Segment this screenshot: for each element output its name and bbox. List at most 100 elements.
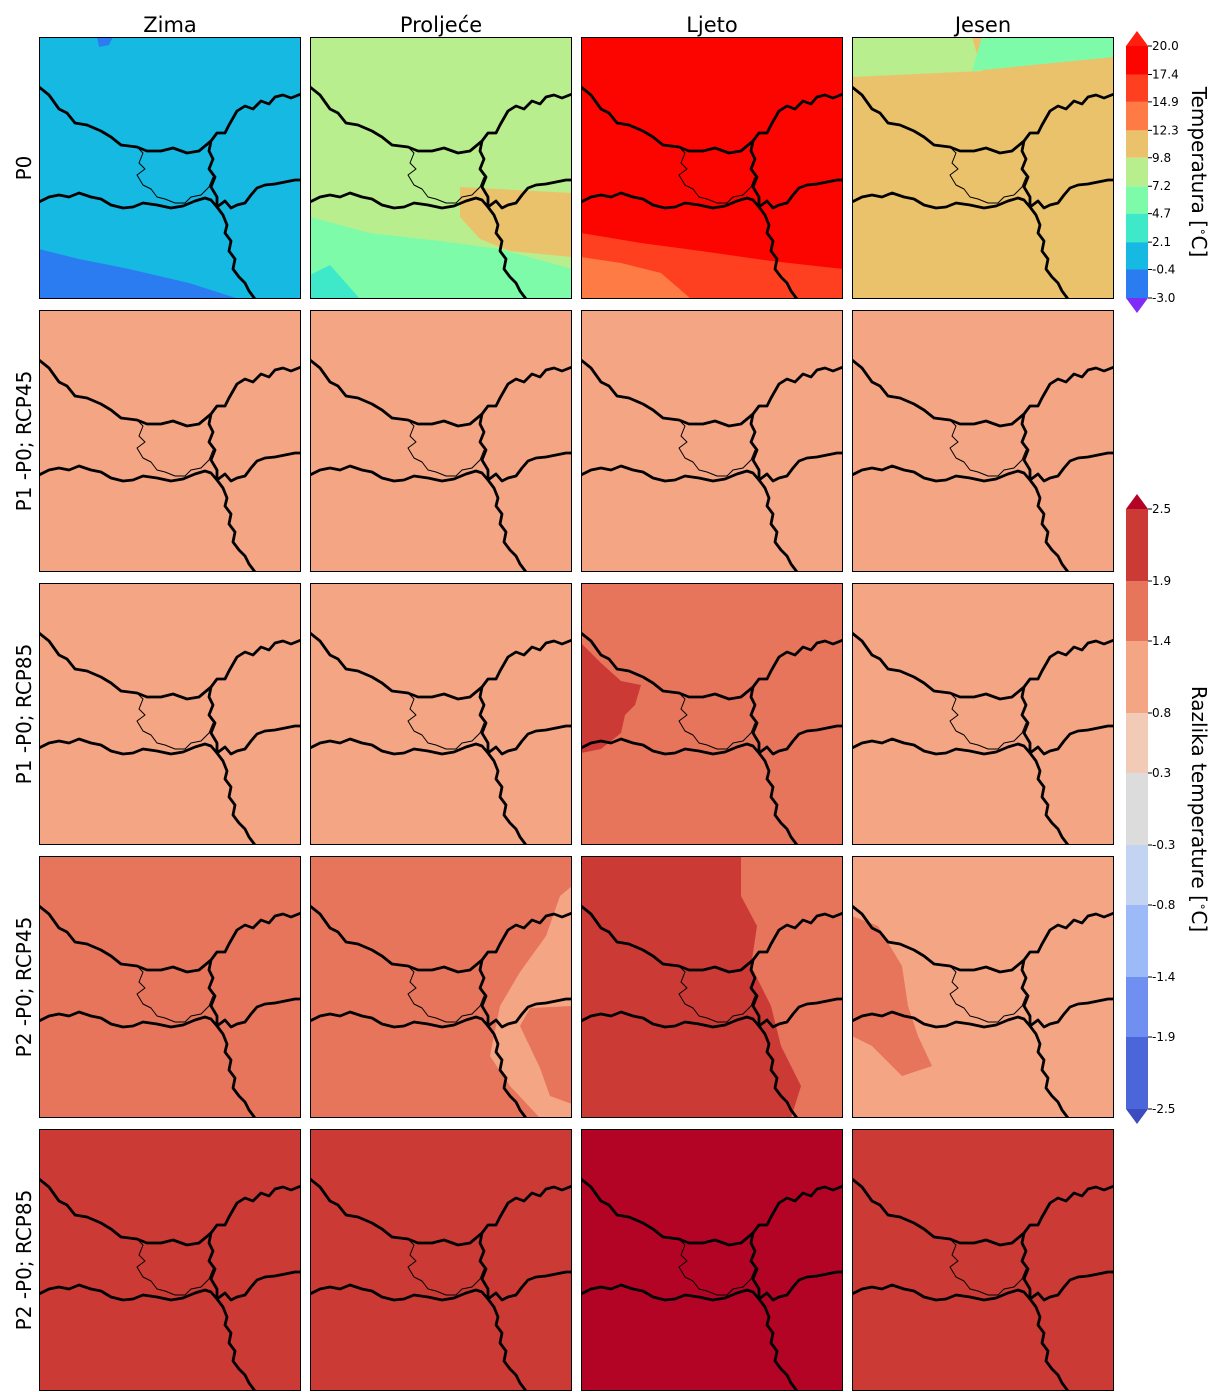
panel-frame bbox=[852, 310, 1114, 572]
colorbar-tick-label: -0.3 bbox=[1152, 838, 1175, 852]
panel-contour-patch bbox=[972, 37, 1114, 71]
colorbar-segment bbox=[1126, 845, 1148, 905]
colorbar-tick-label: 7.2 bbox=[1152, 179, 1171, 193]
panel-base-field bbox=[852, 1129, 1114, 1391]
colorbar-tick-label: -1.4 bbox=[1152, 970, 1175, 984]
panel-base-field bbox=[852, 37, 1114, 299]
colorbar-segment bbox=[1126, 101, 1148, 131]
map-panel-p1-p0-rcp85-prolje-e bbox=[310, 583, 572, 845]
colorbar-tick-label: -2.5 bbox=[1152, 1102, 1175, 1116]
colorbar-over-arrow bbox=[1126, 31, 1148, 46]
panel-frame bbox=[39, 856, 301, 1118]
panel-contour-patch bbox=[852, 37, 982, 77]
panel-base-field bbox=[852, 310, 1114, 572]
map-panel-p1-p0-rcp45-prolje-e bbox=[310, 310, 572, 572]
colorbar-segment bbox=[1126, 74, 1148, 102]
colorbar-tick-label: 1.4 bbox=[1152, 634, 1171, 648]
map-panel-p1-p0-rcp85-jesen bbox=[852, 583, 1114, 845]
colorbar-tick-label: 20.0 bbox=[1152, 39, 1179, 53]
colorbar-tick-label: -0.4 bbox=[1152, 263, 1175, 277]
panel-frame bbox=[39, 1129, 301, 1391]
panel-base-field bbox=[39, 583, 301, 845]
colorbar-segment bbox=[1126, 977, 1148, 1037]
map-panel-p2-p0-rcp85-prolje-e bbox=[310, 1129, 572, 1391]
panel-base-field bbox=[852, 583, 1114, 845]
colorbar-under-arrow bbox=[1126, 1109, 1148, 1124]
colorbar-segment bbox=[1126, 641, 1148, 713]
panel-contour-patch bbox=[741, 856, 843, 1118]
colorbar-segment bbox=[1126, 130, 1148, 158]
panel-frame bbox=[39, 37, 301, 299]
panel-frame bbox=[581, 37, 843, 299]
panel-base-field bbox=[39, 856, 301, 1118]
panel-contour-patch bbox=[97, 37, 113, 47]
map-panel-p2-p0-rcp45-jesen bbox=[852, 856, 1114, 1118]
colorbar-segment bbox=[1126, 1037, 1148, 1109]
colorbar-tick-label: 0.8 bbox=[1152, 706, 1171, 720]
colorbar-temperature: 20.0 17.4 14.9 12.3 9.8 7.2 4.7 2.1 -0.4 -3.0 Temp… bbox=[1126, 31, 1210, 313]
colorbar-segment bbox=[1126, 773, 1148, 845]
panel-base-field bbox=[39, 310, 301, 572]
colorbar-tick-label: 12.3 bbox=[1152, 123, 1179, 137]
panel-frame bbox=[852, 1129, 1114, 1391]
row-label-p0: P0 bbox=[12, 156, 36, 181]
panel-frame bbox=[581, 310, 843, 572]
colorbar-tick-label: 2.5 bbox=[1152, 502, 1171, 516]
map-panel-p2-p0-rcp45-zima bbox=[39, 856, 301, 1118]
colorbar-segment bbox=[1126, 269, 1148, 298]
colorbar-label: Razlika temperature [∘C] bbox=[1187, 686, 1210, 932]
map-panel-p2-p0-rcp85-jesen bbox=[852, 1129, 1114, 1391]
map-panel-p0-zima bbox=[39, 37, 301, 299]
panel-frame bbox=[852, 856, 1114, 1118]
panel-frame bbox=[310, 1129, 572, 1391]
panel-base-field bbox=[581, 310, 843, 572]
panel-base-field bbox=[39, 1129, 301, 1391]
panel-contour-patch bbox=[852, 916, 932, 1076]
panel-base-field bbox=[581, 1129, 843, 1391]
column-title-jesen: Jesen bbox=[953, 13, 1011, 37]
map-panel-p2-p0-rcp45-prolje-e bbox=[310, 856, 572, 1118]
colorbar-tick-label: 17.4 bbox=[1152, 67, 1179, 81]
panel-base-field bbox=[310, 1129, 572, 1391]
panel-contour-patch bbox=[490, 886, 572, 1118]
panel-frame bbox=[310, 856, 572, 1118]
map-panel-p1-p0-rcp85-zima bbox=[39, 583, 301, 845]
panel-base-field bbox=[310, 310, 572, 572]
panel-frame bbox=[581, 583, 843, 845]
panel-contour-patch bbox=[581, 643, 641, 753]
colorbar-over-arrow bbox=[1126, 494, 1148, 509]
map-panel-p0-ljeto bbox=[581, 37, 843, 299]
colorbar-tick-label: -3.0 bbox=[1152, 291, 1175, 305]
column-title-zima: Zima bbox=[143, 13, 197, 37]
map-panel-p1-p0-rcp45-zima bbox=[39, 310, 301, 572]
panel-frame bbox=[310, 310, 572, 572]
colorbar-tick-label: 14.9 bbox=[1152, 95, 1179, 109]
colorbar-segment bbox=[1126, 713, 1148, 773]
colorbar-segment bbox=[1126, 242, 1148, 270]
panel-contour-patch bbox=[581, 257, 691, 299]
panel-frame bbox=[852, 37, 1114, 299]
panel-contour-patch bbox=[39, 249, 239, 299]
map-panel-p1-p0-rcp45-jesen bbox=[852, 310, 1114, 572]
colorbar-tick-label: 0.3 bbox=[1152, 766, 1171, 780]
map-panel-p0-jesen bbox=[852, 37, 1114, 299]
map-panel-p2-p0-rcp85-ljeto bbox=[581, 1129, 843, 1391]
colorbar-tick-label: -0.8 bbox=[1152, 898, 1175, 912]
map-panel-p0-prolje-e bbox=[310, 37, 572, 299]
colorbar-segment bbox=[1126, 186, 1148, 214]
panel-frame bbox=[581, 1129, 843, 1391]
colorbar-segment bbox=[1126, 46, 1148, 75]
panel-frame bbox=[310, 583, 572, 845]
colorbar-segment bbox=[1126, 157, 1148, 187]
colorbar-segment bbox=[1126, 213, 1148, 243]
column-title-ljeto: Ljeto bbox=[686, 13, 738, 37]
panel-frame bbox=[39, 310, 301, 572]
colorbar-under-arrow bbox=[1126, 298, 1148, 313]
colorbar-tick-label: 4.7 bbox=[1152, 207, 1171, 221]
colorbar-difference: 2.5 1.9 1.4 0.8 0.3 -0.3 -0.8 -1.4 -1.9 -2.5 Razli… bbox=[1126, 494, 1210, 1124]
row-label-p2-p0-rcp85: P2 -P0; RCP85 bbox=[12, 1190, 36, 1331]
row-label-p1-p0-rcp45: P1 -P0; RCP45 bbox=[12, 371, 36, 512]
colorbar-tick-label: 9.8 bbox=[1152, 151, 1171, 165]
map-panel-p2-p0-rcp85-zima bbox=[39, 1129, 301, 1391]
